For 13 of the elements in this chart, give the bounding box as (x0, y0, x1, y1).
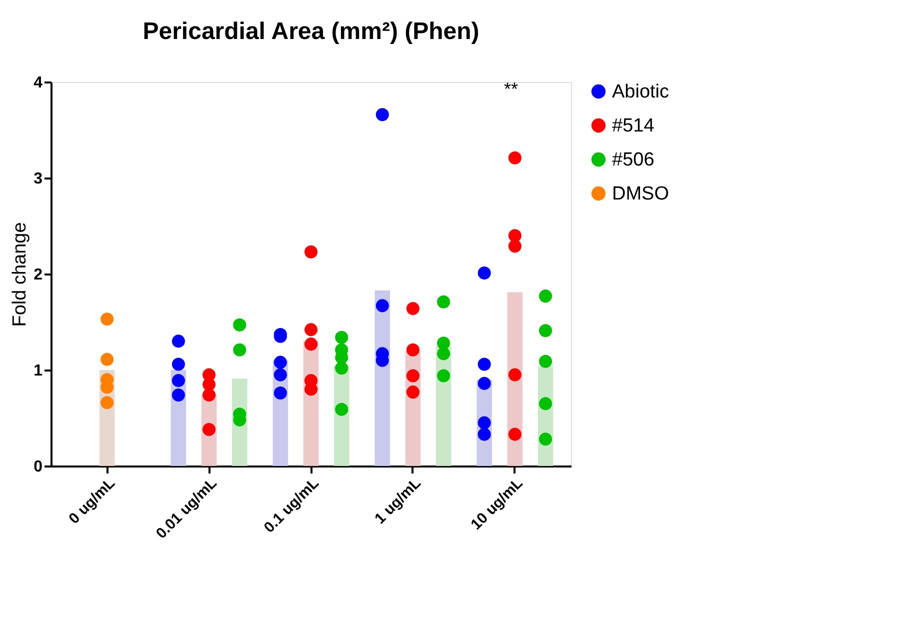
y-axis-title: Fold change (10, 222, 31, 327)
legend-label: Abiotic (612, 82, 670, 102)
y-tick-label: 4 (34, 74, 43, 92)
legend-label: #506 (612, 150, 654, 170)
annotation: ** (504, 79, 518, 99)
y-tick-label: 2 (34, 266, 43, 284)
y-tick-label: 3 (34, 170, 43, 188)
bar (507, 292, 523, 466)
y-tick-label: 1 (34, 362, 43, 380)
chart-title: Pericardial Area (mm²) (Phen) (142, 18, 480, 45)
legend-label: DMSO (612, 184, 669, 204)
legend-label: #514 (612, 116, 655, 136)
y-tick-label: 0 (34, 458, 43, 476)
